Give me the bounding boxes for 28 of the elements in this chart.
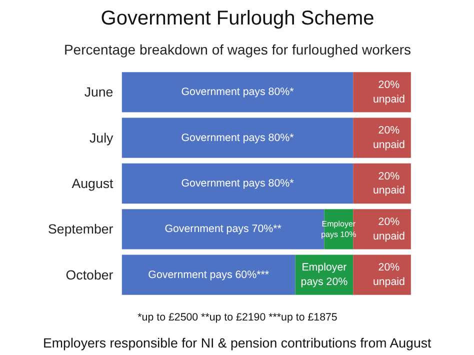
bar: [353, 163, 411, 204]
y-tick-label: July: [90, 130, 114, 146]
data-label: Government pays 60%***: [148, 268, 270, 281]
bar: [353, 118, 411, 158]
data-label: 20% unpaid: [372, 124, 406, 152]
y-tick-label: October: [66, 267, 114, 282]
text: Employers responsible for NI & pension contributions from August: [43, 336, 432, 350]
data-label: Government pays 80%*: [181, 86, 294, 98]
bar: [353, 254, 411, 295]
data-label: Government pays 70%**: [164, 223, 282, 236]
data-label: 20% unpaid: [372, 78, 406, 106]
bar: [353, 72, 411, 112]
data-label: Government pays 80%*: [181, 178, 294, 190]
bar: [122, 254, 296, 295]
y-tick-label: August: [72, 176, 114, 191]
chart-subtitle: Percentage breakdown of wages for furloughed workers: [64, 42, 412, 58]
bar: [122, 72, 354, 112]
chart-title: Government Furlough Scheme: [100, 8, 374, 30]
data-label: 20% unpaid: [372, 262, 406, 288]
text: *up to £2500 **up to £2190 ***up to £1875: [138, 312, 338, 324]
data-label: Government pays 80%*: [181, 132, 294, 144]
bar: [122, 118, 354, 158]
bar: [122, 163, 354, 204]
data-label: Employer pays 20%: [300, 262, 348, 288]
data-label: 20% unpaid: [372, 216, 406, 242]
y-tick-label: September: [48, 222, 114, 237]
y-tick-label: June: [84, 84, 114, 100]
data-label: 20% unpaid: [372, 170, 406, 197]
